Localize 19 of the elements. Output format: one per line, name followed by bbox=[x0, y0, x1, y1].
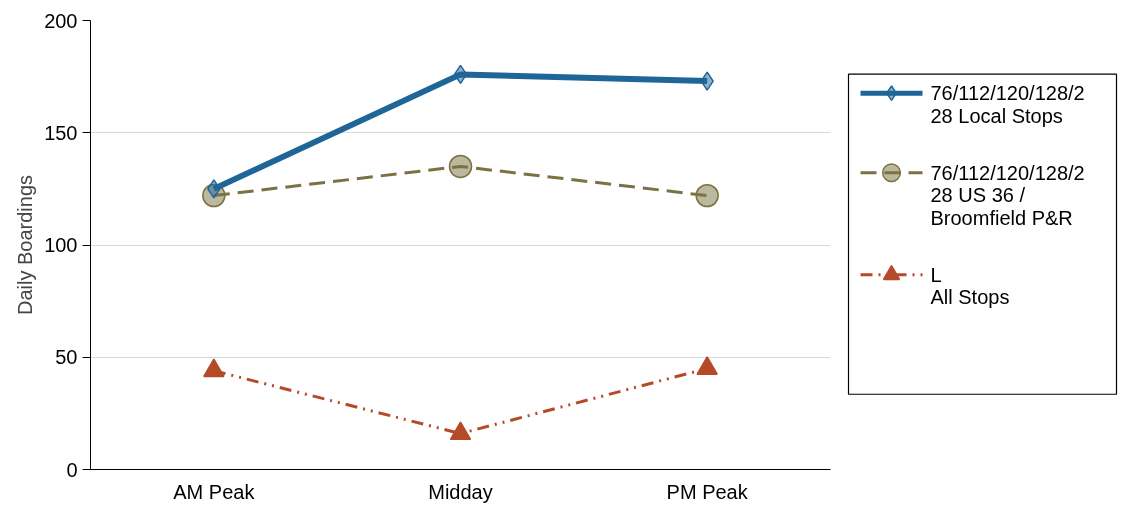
legend-label: 76/112/120/128/2 28 Local Stops bbox=[930, 82, 1085, 127]
x-tick-label: Midday bbox=[428, 480, 493, 503]
y-tick-label: 0 bbox=[66, 458, 78, 481]
x-tick-label: AM Peak bbox=[173, 480, 256, 503]
point bbox=[449, 421, 472, 441]
point bbox=[453, 64, 468, 85]
y-axis-title: Daily Boardings bbox=[14, 174, 37, 316]
y-tick-label: 150 bbox=[44, 121, 78, 144]
point bbox=[695, 183, 719, 208]
point bbox=[203, 358, 225, 378]
y-tick-label: 100 bbox=[44, 234, 78, 256]
point bbox=[696, 356, 718, 375]
y-tick-label: 50 bbox=[55, 346, 78, 369]
legend-label: 76/112/120/128/2 28 US 36 / Broomfield P&R bbox=[930, 161, 1085, 229]
point bbox=[448, 154, 473, 179]
y-tick-label: 200 bbox=[44, 9, 78, 32]
x-tick-label: PM Peak bbox=[666, 480, 749, 503]
legend-label: L All Stops bbox=[930, 263, 1010, 309]
point bbox=[700, 71, 714, 91]
